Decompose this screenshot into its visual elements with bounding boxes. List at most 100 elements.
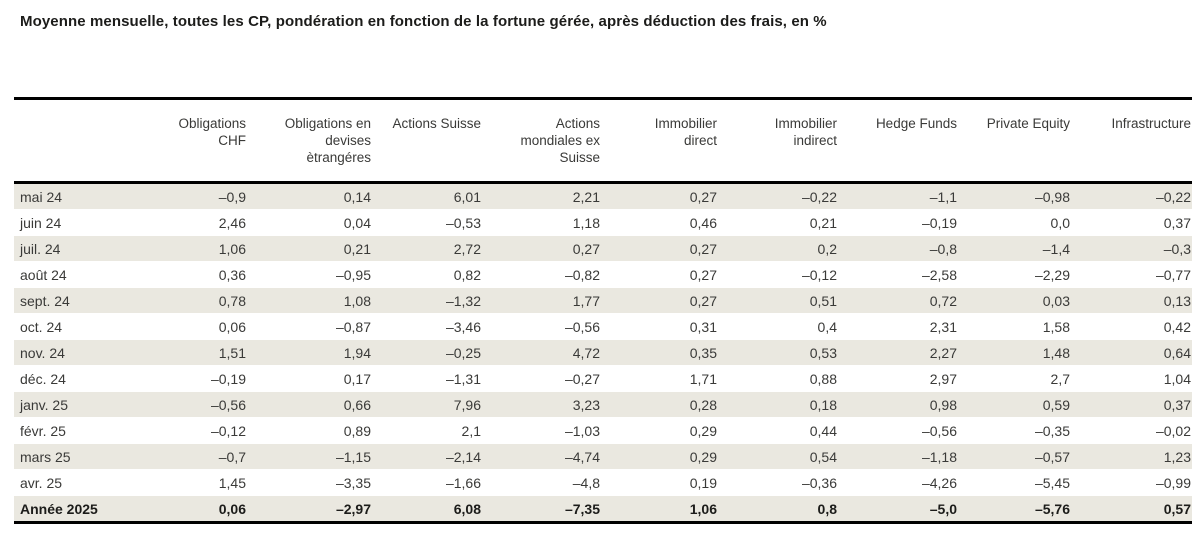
column-header-obligations-chf: Obligations CHF [150, 98, 247, 184]
table-row-total: Année 2025 0,06 –2,97 6,08 –7,35 1,06 0,8 –5,0–… [14, 495, 1192, 523]
table-cell: –0,22 [718, 182, 838, 210]
table-cell: 0,27 [601, 235, 718, 262]
row-label: févr. 25 [14, 417, 150, 444]
table-cell: –0,02 [1071, 417, 1192, 444]
row-label: avr. 25 [14, 469, 150, 496]
table-cell: 0,4 [718, 313, 838, 340]
table-cell: –2,29 [958, 261, 1071, 288]
table-row: août 24 0,36 –0,95 0,82 –0,82 0,27 –0,12 –2,58–… [14, 261, 1192, 288]
table-cell: –1,03 [482, 417, 601, 444]
table-cell: –0,57 [958, 443, 1071, 470]
table-cell: –0,36 [718, 469, 838, 496]
column-header-actions-mondiales: Actions mondiales ex Suisse [482, 98, 601, 184]
table-cell: 0,37 [1071, 391, 1192, 418]
table-cell: –0,53 [372, 209, 482, 236]
table-cell: –0,19 [150, 365, 247, 392]
table-cell: 2,72 [372, 235, 482, 262]
column-header-infrastructure: Infrastructure [1071, 98, 1192, 184]
header-row: Obligations CHF Obligations en devises è… [14, 98, 1192, 184]
table-cell: 1,71 [601, 365, 718, 392]
table-cell: –4,26 [838, 469, 958, 496]
table-cell: 0,31 [601, 313, 718, 340]
table-row: sept. 24 0,78 1,08 –1,32 1,77 0,27 0,51 0,72 0,0… [14, 287, 1192, 314]
table-cell: –2,14 [372, 443, 482, 470]
table-cell: 0,42 [1071, 313, 1192, 340]
table-row: oct. 24 0,06 –0,87 –3,46 –0,56 0,31 0,4 2,31 1,5… [14, 313, 1192, 340]
column-header-immobilier-direct: Immobilier direct [601, 98, 718, 184]
table-cell: –1,31 [372, 365, 482, 392]
table-cell: –4,74 [482, 443, 601, 470]
table-cell: 0,57 [1071, 495, 1192, 523]
table-body: mai 24 –0,9 0,14 6,01 2,21 0,27 –0,22 –1,1 –0,98… [14, 182, 1192, 523]
table-cell: 0,04 [247, 209, 372, 236]
table-cell: 0,19 [601, 469, 718, 496]
table-cell: –0,9 [150, 182, 247, 210]
table-cell: –5,0 [838, 495, 958, 523]
table-cell: –0,87 [247, 313, 372, 340]
table-cell: 0,89 [247, 417, 372, 444]
table-cell: –0,8 [838, 235, 958, 262]
table-cell: –0,56 [482, 313, 601, 340]
table-cell: 1,94 [247, 339, 372, 366]
table-cell: 0,46 [601, 209, 718, 236]
table-cell: 0,78 [150, 287, 247, 314]
column-header-private-equity: Private Equity [958, 98, 1071, 184]
table-cell: 0,14 [247, 182, 372, 210]
table-row: juin 24 2,46 0,04 –0,53 1,18 0,46 0,21 –0,19 0,0… [14, 209, 1192, 236]
table-cell: –3,35 [247, 469, 372, 496]
table-cell: –0,35 [958, 417, 1071, 444]
table-cell: –1,18 [838, 443, 958, 470]
row-label: mars 25 [14, 443, 150, 470]
table-cell: 0,29 [601, 443, 718, 470]
table-cell: 2,97 [838, 365, 958, 392]
table-cell: 0,28 [601, 391, 718, 418]
table-cell: 1,45 [150, 469, 247, 496]
table-cell: 0,18 [718, 391, 838, 418]
table-cell: –0,25 [372, 339, 482, 366]
table-cell: 2,7 [958, 365, 1071, 392]
table-row: nov. 24 1,51 1,94 –0,25 4,72 0,35 0,53 2,27 1,48… [14, 339, 1192, 366]
table-cell: –1,15 [247, 443, 372, 470]
table-cell: 0,03 [958, 287, 1071, 314]
table-cell: –2,58 [838, 261, 958, 288]
table-cell: –0,56 [838, 417, 958, 444]
column-header-immobilier-indirect: Immobilier indirect [718, 98, 838, 184]
table-row: avr. 25 1,45 –3,35 –1,66 –4,8 0,19 –0,36 –4,26–… [14, 469, 1192, 496]
table-cell: 2,31 [838, 313, 958, 340]
table-cell: –0,82 [482, 261, 601, 288]
table-cell: 0,13 [1071, 287, 1192, 314]
table-cell: –0,19 [838, 209, 958, 236]
table-cell: –5,76 [958, 495, 1071, 523]
row-label: déc. 24 [14, 365, 150, 392]
table-cell: 0,06 [150, 313, 247, 340]
column-header-hedge-funds: Hedge Funds [838, 98, 958, 184]
row-label: juil. 24 [14, 235, 150, 262]
table-cell: –3,46 [372, 313, 482, 340]
table-row: déc. 24 –0,19 0,17 –1,31 –0,27 1,71 0,88 2,97 2,… [14, 365, 1192, 392]
row-label: oct. 24 [14, 313, 150, 340]
table-cell: –5,45 [958, 469, 1071, 496]
table-cell: 0,17 [247, 365, 372, 392]
table-cell: 6,08 [372, 495, 482, 523]
table-cell: 0,29 [601, 417, 718, 444]
table-cell: 1,06 [150, 235, 247, 262]
table-cell: 1,23 [1071, 443, 1192, 470]
row-label: juin 24 [14, 209, 150, 236]
table-cell: –0,27 [482, 365, 601, 392]
table-cell: –0,7 [150, 443, 247, 470]
table-cell: 1,51 [150, 339, 247, 366]
table-cell: 0,66 [247, 391, 372, 418]
row-label: Année 2025 [14, 495, 150, 523]
table-cell: 0,37 [1071, 209, 1192, 236]
table-cell: 0,88 [718, 365, 838, 392]
table-cell: 0,98 [838, 391, 958, 418]
column-header-obligations-devises: Obligations en devises ètrangéres [247, 98, 372, 184]
table-row: juil. 24 1,06 0,21 2,72 0,27 0,27 0,2 –0,8 –1,4–… [14, 235, 1192, 262]
table-cell: –1,4 [958, 235, 1071, 262]
table-cell: –2,97 [247, 495, 372, 523]
performance-table-container: Obligations CHF Obligations en devises è… [14, 97, 1192, 524]
table-cell: 0,72 [838, 287, 958, 314]
row-label: nov. 24 [14, 339, 150, 366]
column-header-actions-suisse: Actions Suisse [372, 98, 482, 184]
row-label: sept. 24 [14, 287, 150, 314]
